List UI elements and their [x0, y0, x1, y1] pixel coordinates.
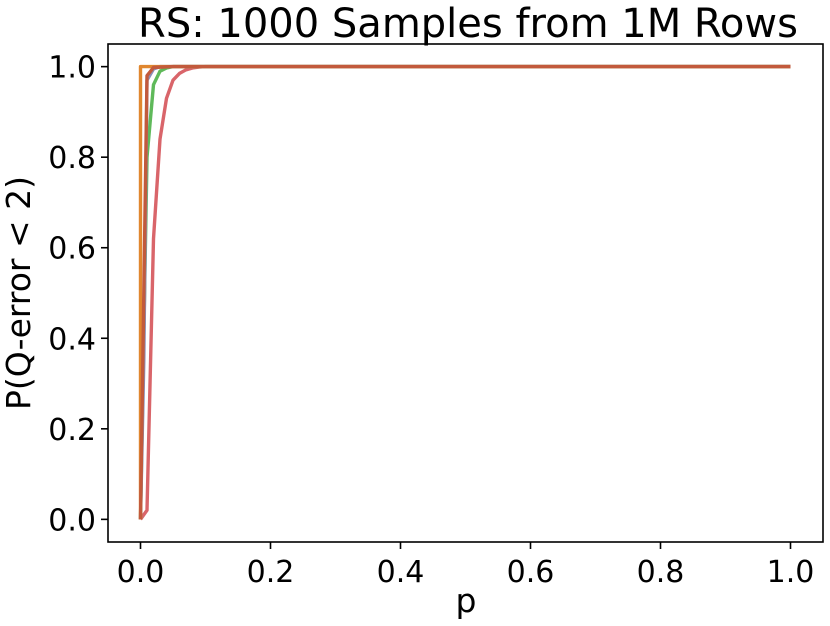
series-line-2: [138, 64, 791, 520]
series-line-4: [138, 64, 791, 520]
y-axis-label: P(Q-error < 2): [0, 176, 38, 410]
chart-title: RS: 1000 Samples from 1M Rows: [138, 1, 798, 47]
x-tick-label: 0.2: [247, 555, 295, 590]
plot-area: [138, 64, 791, 521]
y-tick-label: 0.2: [48, 413, 96, 448]
x-tick-label: 0.4: [377, 555, 425, 590]
x-tick-label: 0.6: [507, 555, 555, 590]
x-axis: 0.0 0.2 0.4 0.6 0.8 1.0: [117, 542, 815, 590]
x-tick-label: 1.0: [767, 555, 815, 590]
series-line-1: [139, 64, 791, 521]
x-tick-label: 0.0: [117, 555, 165, 590]
y-tick-label: 0.0: [48, 503, 96, 538]
y-axis: 0.0 0.2 0.4 0.6 0.8 1.0: [48, 51, 108, 538]
x-axis-label: p: [456, 581, 477, 620]
y-tick-label: 0.6: [48, 232, 96, 267]
x-tick-label: 0.8: [637, 555, 685, 590]
y-tick-label: 0.8: [48, 141, 96, 176]
series-line-3: [138, 64, 791, 520]
y-tick-label: 0.4: [48, 322, 96, 357]
axes-frame: [107, 43, 824, 543]
y-tick-label: 1.0: [48, 51, 96, 86]
series-line-5: [138, 64, 791, 520]
